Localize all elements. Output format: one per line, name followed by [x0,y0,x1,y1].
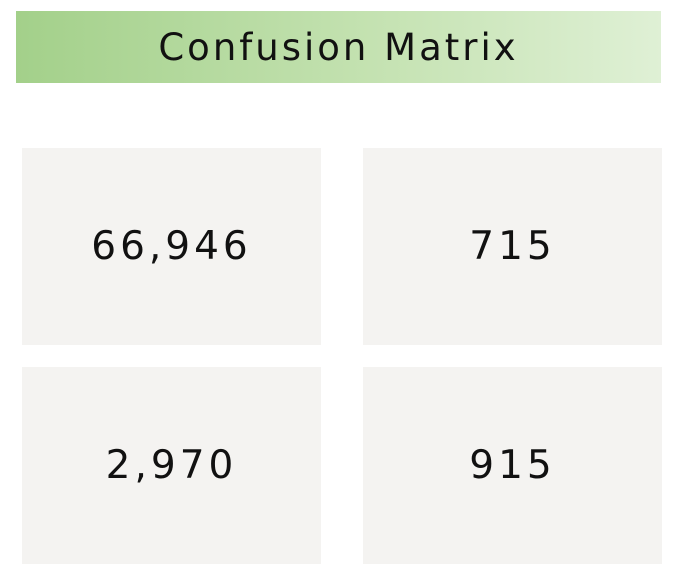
matrix-value-row2-col2: 915 [469,443,556,488]
matrix-cell-row2-col2: 915 [363,367,662,564]
matrix-cell-row1-col1: 66,946 [22,148,321,345]
matrix-value-row1-col2: 715 [469,224,556,269]
matrix-value-row2-col1: 2,970 [105,443,238,488]
matrix-value-row1-col1: 66,946 [91,224,252,269]
chart-title: Confusion Matrix [158,25,519,69]
title-banner: Confusion Matrix [16,11,661,83]
matrix-cell-row2-col1: 2,970 [22,367,321,564]
matrix-cell-row1-col2: 715 [363,148,662,345]
